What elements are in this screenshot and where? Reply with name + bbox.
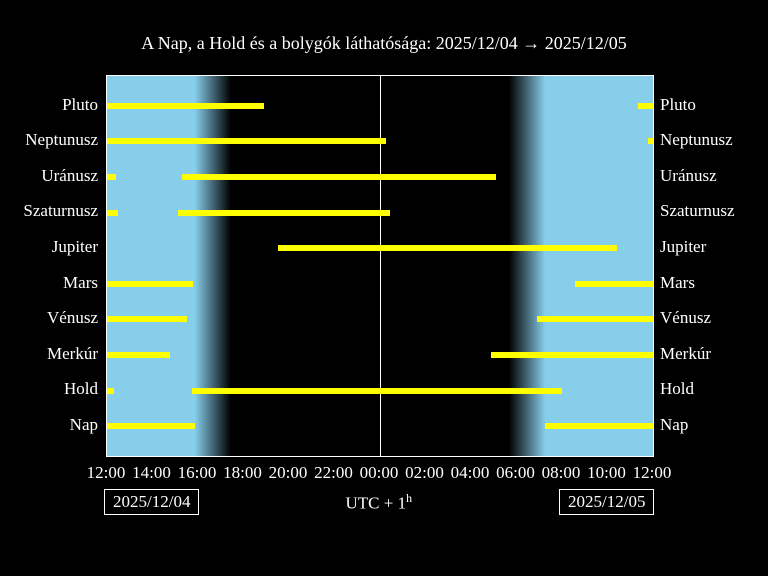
body-label-right: Merkúr [660, 344, 711, 364]
x-tick-label: 10:00 [583, 463, 631, 483]
visibility-bar [107, 174, 116, 180]
x-tick-label: 22:00 [310, 463, 358, 483]
x-tick-label: 20:00 [264, 463, 312, 483]
visibility-bar [107, 423, 195, 429]
body-label-right: Jupiter [660, 237, 706, 257]
daylight-right [509, 76, 653, 456]
x-tick-label: 08:00 [537, 463, 585, 483]
body-label-right: Szaturnusz [660, 201, 735, 221]
daylight-left [107, 76, 231, 456]
visibility-bar [107, 352, 170, 358]
body-label-right: Pluto [660, 95, 696, 115]
body-label-left: Vénusz [47, 308, 98, 328]
body-label-right: Nap [660, 415, 688, 435]
visibility-bar [182, 174, 496, 180]
body-label-left: Neptunusz [25, 130, 98, 150]
visibility-bar [107, 210, 118, 216]
body-label-left: Nap [70, 415, 98, 435]
body-label-right: Mars [660, 273, 695, 293]
x-tick-label: 12:00 [628, 463, 676, 483]
date-box-right: 2025/12/05 [559, 489, 654, 515]
visibility-bar [107, 316, 187, 322]
x-tick-label: 06:00 [492, 463, 540, 483]
visibility-bar [545, 423, 653, 429]
body-label-left: Uránusz [41, 166, 98, 186]
body-label-right: Uránusz [660, 166, 717, 186]
visibility-bar [107, 138, 386, 144]
visibility-bar [192, 388, 562, 394]
visibility-bar [537, 316, 653, 322]
body-label-left: Szaturnusz [23, 201, 98, 221]
visibility-bar [638, 103, 653, 109]
x-tick-label: 16:00 [173, 463, 221, 483]
body-label-left: Merkúr [47, 344, 98, 364]
x-tick-label: 02:00 [401, 463, 449, 483]
x-tick-label: 00:00 [355, 463, 403, 483]
visibility-bar [491, 352, 653, 358]
timezone-label: UTC + 1h [346, 491, 413, 514]
body-label-left: Mars [63, 273, 98, 293]
x-tick-label: 18:00 [219, 463, 267, 483]
date-box-left: 2025/12/04 [104, 489, 199, 515]
body-label-right: Hold [660, 379, 694, 399]
body-label-right: Neptunusz [660, 130, 733, 150]
visibility-bar [107, 281, 193, 287]
plot-area [106, 75, 654, 457]
visibility-bar [107, 103, 264, 109]
visibility-bar [648, 138, 653, 144]
chart-title: A Nap, a Hold és a bolygók láthatósága: … [0, 33, 768, 54]
body-label-left: Jupiter [52, 237, 98, 257]
body-label-left: Hold [64, 379, 98, 399]
body-label-left: Pluto [62, 95, 98, 115]
x-tick-label: 14:00 [128, 463, 176, 483]
x-tick-label: 04:00 [446, 463, 494, 483]
midnight-line [380, 76, 381, 456]
visibility-bar [178, 210, 391, 216]
visibility-bar [278, 245, 617, 251]
body-label-right: Vénusz [660, 308, 711, 328]
visibility-bar [575, 281, 653, 287]
x-tick-label: 12:00 [82, 463, 130, 483]
visibility-bar [107, 388, 114, 394]
